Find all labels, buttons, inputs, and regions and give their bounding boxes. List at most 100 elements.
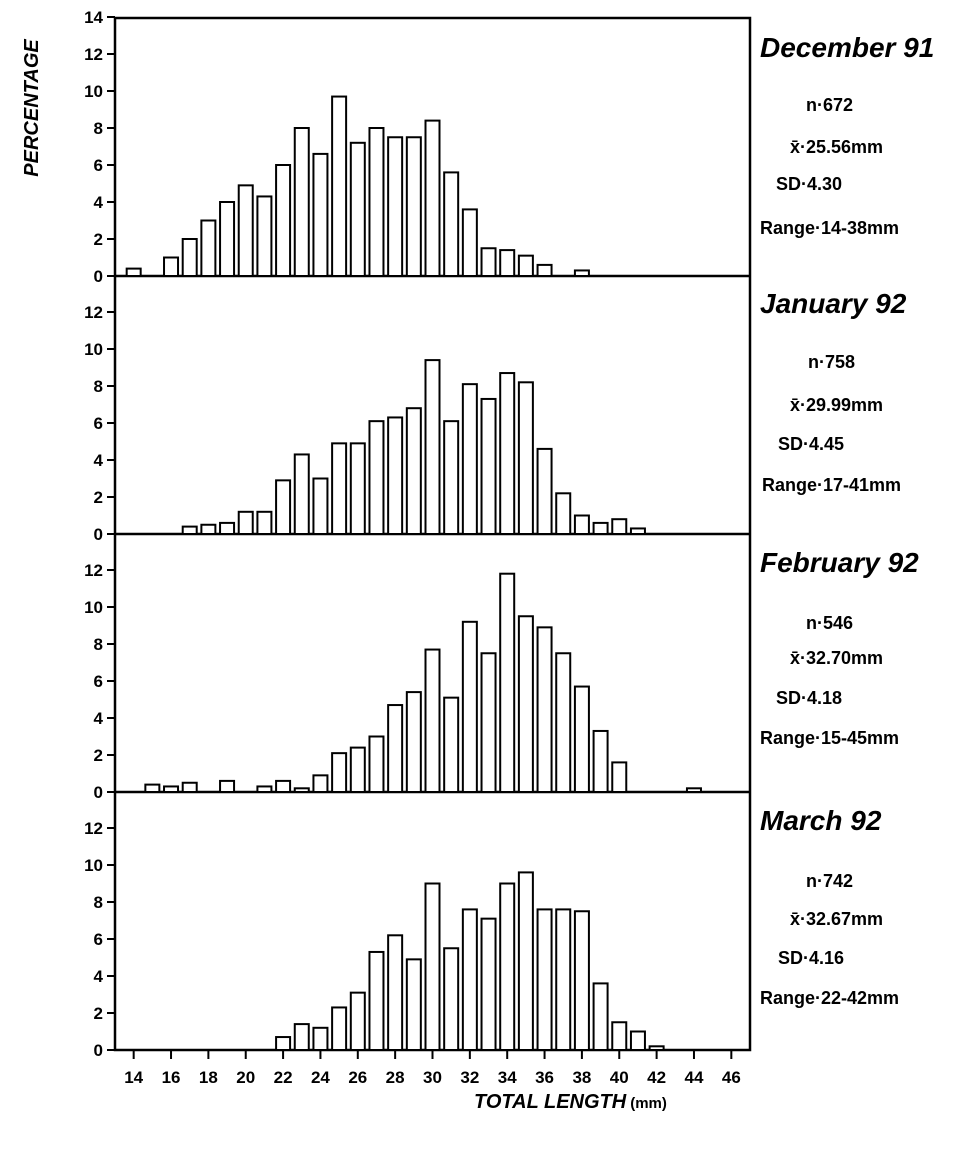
y-tick-label: 2 [94, 1004, 103, 1023]
histogram-bar [517, 254, 534, 277]
histogram-bar [424, 648, 441, 793]
histogram-bar [592, 982, 609, 1052]
x-tick-label: 32 [460, 1068, 479, 1087]
y-tick-label: 0 [94, 267, 103, 286]
histogram-bar [200, 523, 217, 535]
y-tick-label: 10 [84, 82, 103, 101]
histogram-bar [181, 525, 198, 535]
histogram-bar [349, 442, 366, 536]
histogram-bar [555, 652, 572, 793]
y-tick-label: 4 [94, 451, 104, 470]
histogram-bar [424, 882, 441, 1051]
histogram-bar [536, 263, 553, 277]
histogram-bar [405, 136, 422, 277]
histogram-bar [592, 521, 609, 536]
x-tick-label: 28 [386, 1068, 405, 1087]
histogram-bar [312, 152, 329, 277]
histogram-bar [387, 704, 404, 793]
panel-stat: x̄·32.67mm [790, 909, 883, 929]
histogram-bar [237, 184, 254, 278]
y-tick-label: 6 [94, 156, 103, 175]
histogram-bar [275, 1036, 292, 1052]
y-tick-label: 12 [84, 45, 103, 64]
x-tick-label: 44 [685, 1068, 704, 1087]
histogram-bar [368, 950, 385, 1052]
y-tick-label: 0 [94, 783, 103, 802]
histogram-bar [611, 1021, 628, 1051]
panel-stat: n·758 [808, 352, 855, 372]
histogram-bar [517, 381, 534, 535]
histogram-bar [387, 934, 404, 1051]
panel-title: February 92 [760, 547, 919, 578]
x-tick-label: 34 [498, 1068, 517, 1087]
x-tick-label: 46 [722, 1068, 741, 1087]
histogram-bar [293, 127, 310, 277]
y-tick-label: 4 [94, 967, 104, 986]
histogram-bar [480, 652, 497, 793]
y-tick-label: 14 [84, 8, 103, 27]
histogram-bar [331, 1006, 348, 1052]
histogram-bar [443, 696, 460, 794]
y-tick-label: 8 [94, 377, 103, 396]
histogram-bar [219, 779, 236, 794]
x-tick-label: 40 [610, 1068, 629, 1087]
histogram-bar [573, 269, 590, 278]
panel-stat: n·742 [806, 871, 853, 891]
histogram-bar [499, 249, 516, 278]
x-tick-label: 18 [199, 1068, 218, 1087]
histogram-bar [256, 785, 273, 794]
y-tick-label: 0 [94, 1041, 103, 1060]
histogram-bar [219, 201, 236, 277]
histogram-bar [629, 1030, 646, 1051]
panel-title: March 92 [760, 805, 882, 836]
x-tick-label: 30 [423, 1068, 442, 1087]
histogram-bar [461, 908, 478, 1052]
y-tick-label: 8 [94, 635, 103, 654]
panel-title: December 91 [760, 32, 934, 63]
histogram-bar [368, 127, 385, 277]
histogram-bar [293, 1023, 310, 1051]
histogram-bar [349, 991, 366, 1052]
histogram-bar [387, 416, 404, 536]
histogram-bar [181, 238, 198, 277]
histogram-bar [461, 208, 478, 277]
panel-stat: SD·4.45 [778, 434, 844, 454]
histogram-bar [163, 785, 180, 794]
histogram-bar [181, 781, 198, 793]
x-tick-label: 22 [274, 1068, 293, 1087]
histogram-bar [331, 752, 348, 794]
y-tick-label: 0 [94, 525, 103, 544]
x-axis-title-text: TOTAL LENGTH [474, 1091, 627, 1113]
y-tick-label: 4 [94, 193, 104, 212]
histogram-bar [424, 119, 441, 277]
x-tick-label: 14 [124, 1068, 143, 1087]
panel-stat: Range·15-45mm [760, 728, 899, 748]
histogram-bar [685, 787, 702, 793]
histogram-bar [331, 442, 348, 536]
histogram-bar [573, 910, 590, 1051]
histogram-bar [312, 477, 329, 535]
y-tick-label: 2 [94, 230, 103, 249]
histogram-bar [405, 691, 422, 793]
y-tick-label: 6 [94, 414, 103, 433]
histogram-bar [275, 479, 292, 536]
y-tick-label: 12 [84, 303, 103, 322]
histogram-bar [163, 256, 180, 277]
histogram-bar [387, 136, 404, 277]
y-tick-label: 10 [84, 340, 103, 359]
histogram-bar [237, 510, 254, 535]
histogram-bar [349, 746, 366, 793]
histogram-bar [555, 492, 572, 535]
bars-layer [125, 95, 702, 1052]
histogram-bar [256, 195, 273, 277]
y-tick-label: 12 [84, 819, 103, 838]
histogram-bar [536, 908, 553, 1052]
panel-stat: Range·14-38mm [760, 218, 899, 238]
histogram-bar [200, 219, 217, 277]
panel-stat: SD·4.30 [776, 174, 842, 194]
histogram-bar [293, 787, 310, 793]
panel-title: January 92 [760, 288, 907, 319]
panel-stat: x̄·29.99mm [790, 395, 883, 415]
histogram-bar [256, 510, 273, 535]
